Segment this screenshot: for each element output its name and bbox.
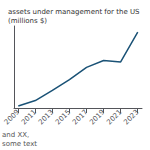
svg-text:some text: some text [2,140,37,148]
svg-text:and XX,: and XX, [2,131,29,139]
svg-text:assets under management for th: assets under management for the US [8,8,142,16]
svg-text:2019: 2019 [88,108,106,126]
svg-text:2023: 2023 [122,108,140,126]
svg-text:2015: 2015 [54,108,72,126]
svg-text:2021: 2021 [105,108,123,126]
svg-text:2013: 2013 [37,108,55,126]
svg-text:2011: 2011 [20,108,38,126]
svg-text:(millions $): (millions $) [8,17,47,25]
svg-text:2017: 2017 [71,108,89,126]
svg-text:2009: 2009 [3,108,21,126]
